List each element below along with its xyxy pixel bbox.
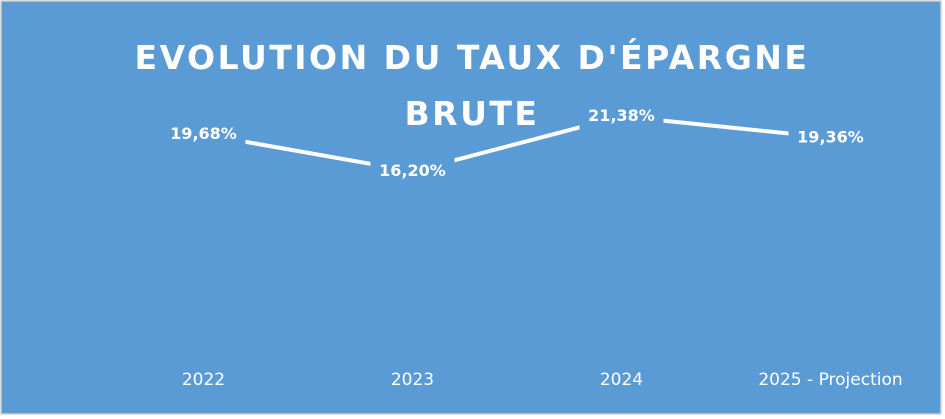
data-label: 19,68% (170, 124, 237, 143)
x-tick-label: 2025 - Projection (758, 370, 902, 390)
x-tick-label: 2022 (182, 370, 225, 390)
label-bg (579, 102, 664, 131)
label-bg (370, 157, 455, 186)
label-bg (788, 123, 873, 152)
data-label: 21,38% (588, 106, 655, 125)
data-label: 19,36% (797, 127, 864, 146)
label-bg (161, 120, 246, 149)
x-tick-label: 2023 (391, 370, 434, 390)
line-series (203, 114, 831, 174)
chart-title: EVOLUTION DU TAUX D'ÉPARGNE BRUTE (134, 38, 810, 133)
x-tick-label: 2024 (600, 370, 643, 390)
data-label: 16,20% (379, 161, 446, 180)
